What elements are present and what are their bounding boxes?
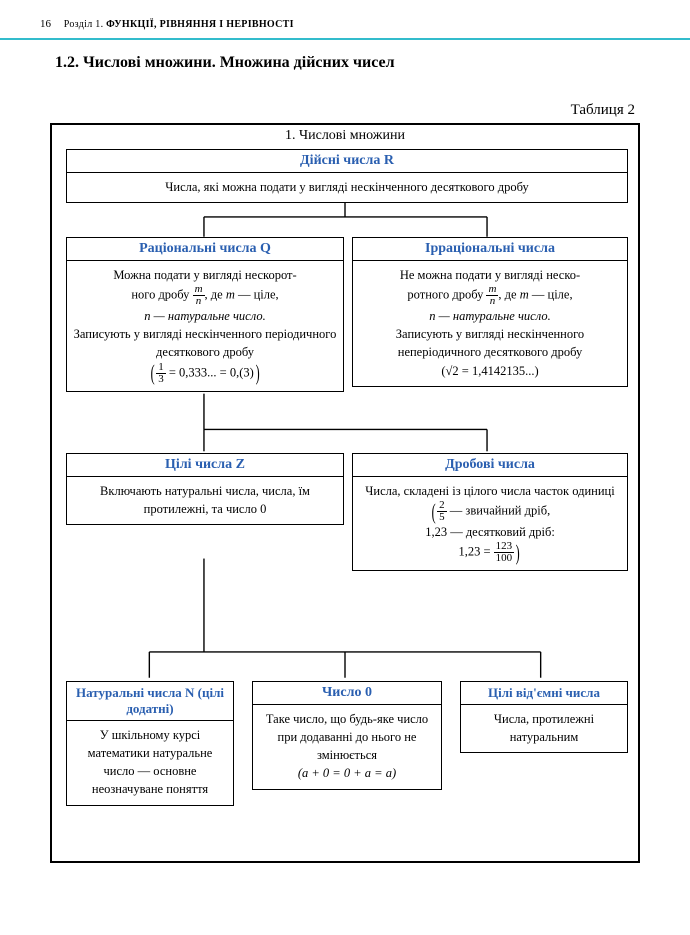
zero-body: Таке число, що будь-яке число при додава… <box>253 705 441 789</box>
chapter-prefix: Розділ 1. <box>64 19 104 30</box>
irrational-body: Не можна подати у вигляді неско- ротного… <box>353 261 627 386</box>
frac-2-5: 25 <box>437 500 447 523</box>
box-irrational: Ірраціональні числа Не можна подати у ви… <box>352 237 628 387</box>
frac-l4: 1,23 = 123100) <box>359 541 621 564</box>
rational-example: (13 = 0,333... = 0,(3)) <box>73 362 337 385</box>
box-negative: Цілі від'ємні числа Числа, протилежні на… <box>460 681 628 753</box>
page-number: 16 <box>40 18 51 30</box>
box-natural: Натуральні числа N (цілі додатні) У шкіл… <box>66 681 234 806</box>
section-title: 1.2. Числові множини. Множина дійсних чи… <box>0 40 690 78</box>
irr-l4: Записують у вигляді нескінченного непері… <box>359 325 621 361</box>
irr-l2: ротного дробу mn, де m — ціле, <box>359 284 621 307</box>
irr-l2b: , де <box>498 288 516 302</box>
real-title-text: Дійсні числа R <box>300 153 394 168</box>
natural-title: Натуральні числа N (цілі додатні) <box>67 682 233 721</box>
integers-body: Включають натуральні числа, числа, їм пр… <box>67 477 343 524</box>
page-header: 16 Розділ 1. ФУНКЦІЇ, РІВНЯННЯ І НЕРІВНО… <box>0 0 690 34</box>
irr-example: (√2 = 1,4142135...) <box>359 362 621 380</box>
chapter-title: ФУНКЦІЇ, РІВНЯННЯ І НЕРІВНОСТІ <box>106 19 294 30</box>
box-real-body: Числа, які можна подати у вигляді нескін… <box>67 173 627 202</box>
fractions-title: Дробові числа <box>353 454 627 477</box>
irr-l2c: — ціле, <box>532 288 573 302</box>
negative-title: Цілі від'ємні числа <box>461 682 627 705</box>
irr-l1: Не можна подати у вигляді неско- <box>359 266 621 284</box>
box-integers: Цілі числа Z Включають натуральні числа,… <box>66 453 344 525</box>
natural-body: У шкільному курсі математики натуральне … <box>67 721 233 805</box>
frac-123-100: 123100 <box>494 541 515 564</box>
frac-d: 100 <box>494 553 515 564</box>
frac-l3: 1,23 — десятковий дріб: <box>359 523 621 541</box>
box-real: Дійсні числа R Числа, які можна подати у… <box>66 149 628 203</box>
irr-l3: n — натуральне число. <box>359 307 621 325</box>
box-real-title: Дійсні числа R <box>67 150 627 173</box>
fractions-body: Числа, складені із цілого числа часток о… <box>353 477 627 570</box>
box-zero: Число 0 Таке число, що будь-яке число пр… <box>252 681 442 790</box>
integers-title: Цілі числа Z <box>67 454 343 477</box>
rational-l1: Можна подати у вигляді нескорот- <box>73 266 337 284</box>
table-label: Таблиця 2 <box>0 78 690 121</box>
rational-body: Можна подати у вигляді нескорот- ного др… <box>67 261 343 391</box>
zero-body-text: Таке число, що будь-яке число при додава… <box>259 710 435 764</box>
irr-m: m <box>520 288 532 302</box>
box-fractions: Дробові числа Числа, складені із цілого … <box>352 453 628 571</box>
rational-ex-text: = 0,333... = 0,(3) <box>169 365 254 379</box>
frac-m-n: mn <box>193 284 205 307</box>
diagram-frame: 1. Числові множини Дійсні числа R Числа,… <box>50 123 640 863</box>
negative-body: Числа, протилежні натуральним <box>461 705 627 752</box>
zero-formula: (a + 0 = 0 + a = a) <box>259 764 435 782</box>
frac-l1: Числа, складені із цілого числа часток о… <box>359 482 621 500</box>
frac-m-n-2: mn <box>486 284 498 307</box>
irr-l2a: ротного дробу <box>407 288 483 302</box>
rational-l2b: , де <box>205 288 223 302</box>
frac-l2-text: — звичайний дріб, <box>450 504 550 518</box>
frac-l4a: 1,23 = <box>458 545 490 559</box>
diagram-caption: 1. Числові множини <box>52 125 638 147</box>
rational-l2: ного дробу mn, де m — ціле, <box>73 284 337 307</box>
frac-l2: (25 — звичайний дріб, <box>359 500 621 523</box>
rational-l4: Записують у вигляді нескінченного період… <box>73 325 337 361</box>
rational-l3: n — натуральне число. <box>73 307 337 325</box>
rational-l2a: ного дробу <box>131 288 189 302</box>
zero-title: Число 0 <box>253 682 441 705</box>
rational-title: Раціональні числа Q <box>67 238 343 261</box>
irrational-title: Ірраціональні числа <box>353 238 627 261</box>
rational-l2c: — ціле, <box>238 288 279 302</box>
frac-1-3: 13 <box>156 362 166 385</box>
box-rational: Раціональні числа Q Можна подати у вигля… <box>66 237 344 392</box>
rational-m: m <box>226 288 238 302</box>
